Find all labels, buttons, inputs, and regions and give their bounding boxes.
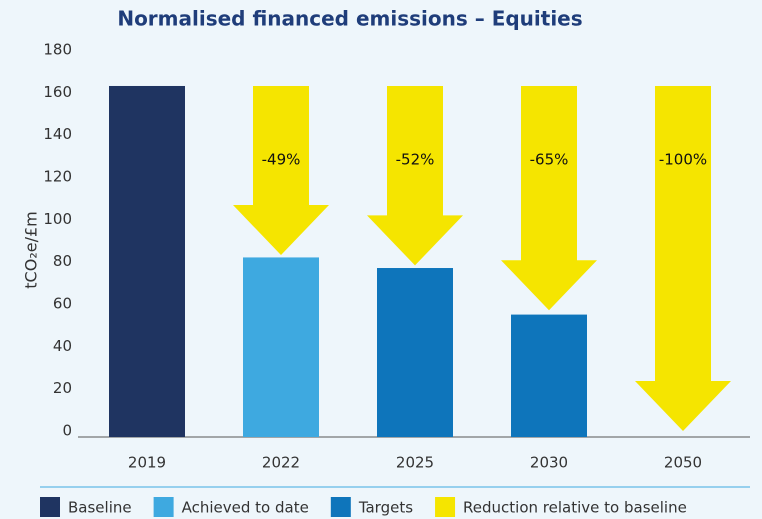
- legend-label: Targets: [358, 499, 413, 517]
- data-label: -49%: [262, 151, 301, 169]
- legend-swatch: [153, 497, 174, 517]
- bar: [243, 257, 319, 437]
- bar: [377, 268, 453, 437]
- data-label: -100%: [659, 151, 707, 169]
- legend-label: Reduction relative to baseline: [463, 499, 687, 517]
- y-tick-label: 0: [62, 422, 72, 440]
- reduction-arrow: [233, 85, 329, 256]
- legend-label: Baseline: [68, 499, 132, 517]
- legend-label: Achieved to date: [182, 499, 309, 517]
- y-tick-label: 100: [43, 210, 72, 228]
- y-tick-label: 140: [43, 125, 72, 143]
- y-tick-label: 60: [53, 295, 72, 313]
- y-tick-label: 20: [53, 379, 72, 397]
- reduction-arrow: [501, 85, 597, 311]
- x-tick-label: 2050: [664, 454, 702, 472]
- y-tick-label: 160: [43, 83, 72, 101]
- legend-swatch: [435, 497, 456, 517]
- y-tick-label: 80: [53, 252, 72, 270]
- chart-title: Normalised financed emissions – Equities: [117, 7, 582, 31]
- x-tick-label: 2019: [128, 454, 166, 472]
- x-tick-label: 2030: [530, 454, 568, 472]
- data-label: -52%: [396, 151, 435, 169]
- legend-swatch: [40, 497, 60, 517]
- bar: [511, 314, 587, 437]
- x-tick-label: 2025: [396, 454, 434, 472]
- bar: [109, 85, 185, 437]
- legend-swatch: [330, 497, 351, 517]
- reduction-arrow: [635, 85, 731, 431]
- y-tick-label: 40: [53, 337, 72, 355]
- y-tick-label: 180: [43, 41, 72, 59]
- x-tick-label: 2022: [262, 454, 300, 472]
- reduction-arrow: [367, 85, 463, 266]
- y-tick-label: 120: [43, 168, 72, 186]
- data-label: -65%: [530, 151, 569, 169]
- y-axis-label: tCO₂e/£m: [22, 211, 41, 288]
